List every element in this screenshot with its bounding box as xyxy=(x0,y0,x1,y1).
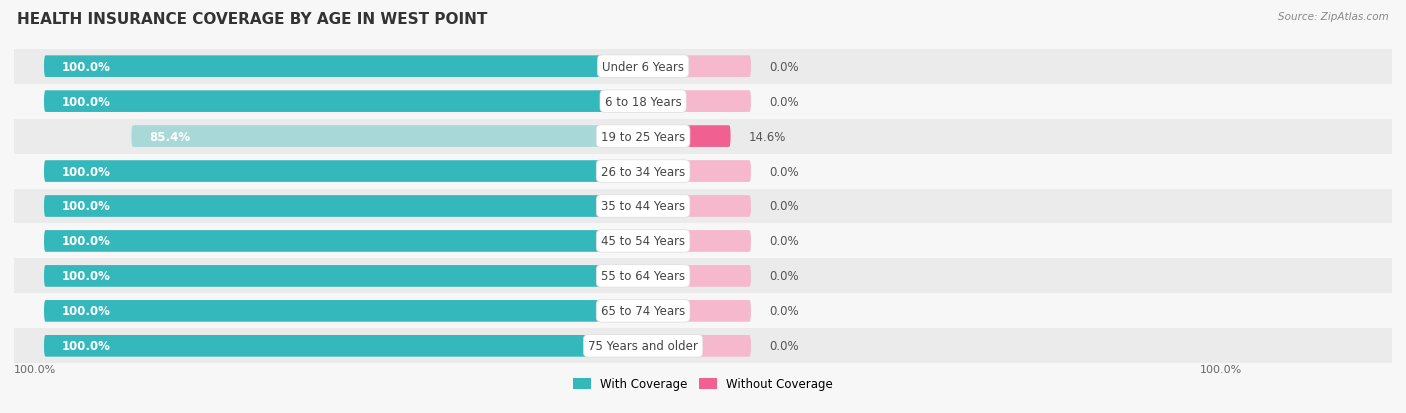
FancyBboxPatch shape xyxy=(44,266,643,287)
Text: 19 to 25 Years: 19 to 25 Years xyxy=(600,130,685,143)
FancyBboxPatch shape xyxy=(643,126,731,147)
Text: 100.0%: 100.0% xyxy=(62,270,111,283)
FancyBboxPatch shape xyxy=(643,300,751,322)
Text: 14.6%: 14.6% xyxy=(748,130,786,143)
Text: 35 to 44 Years: 35 to 44 Years xyxy=(600,200,685,213)
Text: 85.4%: 85.4% xyxy=(149,130,191,143)
Text: HEALTH INSURANCE COVERAGE BY AGE IN WEST POINT: HEALTH INSURANCE COVERAGE BY AGE IN WEST… xyxy=(17,12,488,27)
Text: 100.0%: 100.0% xyxy=(62,61,111,74)
Text: 100.0%: 100.0% xyxy=(62,200,111,213)
Text: 45 to 54 Years: 45 to 54 Years xyxy=(600,235,685,248)
Text: Source: ZipAtlas.com: Source: ZipAtlas.com xyxy=(1278,12,1389,22)
Text: 0.0%: 0.0% xyxy=(769,339,799,352)
Text: 100.0%: 100.0% xyxy=(62,235,111,248)
Text: 0.0%: 0.0% xyxy=(769,95,799,108)
FancyBboxPatch shape xyxy=(643,56,751,78)
FancyBboxPatch shape xyxy=(44,56,643,78)
FancyBboxPatch shape xyxy=(643,161,751,183)
Text: 0.0%: 0.0% xyxy=(769,165,799,178)
FancyBboxPatch shape xyxy=(14,329,1392,363)
FancyBboxPatch shape xyxy=(44,335,643,357)
FancyBboxPatch shape xyxy=(44,300,643,322)
Text: 100.0%: 100.0% xyxy=(62,95,111,108)
FancyBboxPatch shape xyxy=(14,259,1392,294)
Text: 26 to 34 Years: 26 to 34 Years xyxy=(600,165,685,178)
FancyBboxPatch shape xyxy=(643,266,751,287)
Text: 75 Years and older: 75 Years and older xyxy=(588,339,697,352)
FancyBboxPatch shape xyxy=(44,91,643,113)
FancyBboxPatch shape xyxy=(643,230,751,252)
FancyBboxPatch shape xyxy=(643,196,751,217)
Text: 65 to 74 Years: 65 to 74 Years xyxy=(600,305,685,318)
Text: 100.0%: 100.0% xyxy=(1199,364,1241,374)
FancyBboxPatch shape xyxy=(14,294,1392,329)
FancyBboxPatch shape xyxy=(14,84,1392,119)
Text: 0.0%: 0.0% xyxy=(769,61,799,74)
Text: Under 6 Years: Under 6 Years xyxy=(602,61,685,74)
Text: 0.0%: 0.0% xyxy=(769,200,799,213)
Legend: With Coverage, Without Coverage: With Coverage, Without Coverage xyxy=(568,373,838,395)
FancyBboxPatch shape xyxy=(643,91,751,113)
Text: 100.0%: 100.0% xyxy=(62,165,111,178)
Text: 100.0%: 100.0% xyxy=(62,339,111,352)
Text: 100.0%: 100.0% xyxy=(62,305,111,318)
FancyBboxPatch shape xyxy=(14,154,1392,189)
FancyBboxPatch shape xyxy=(132,126,643,147)
Text: 100.0%: 100.0% xyxy=(14,364,56,374)
FancyBboxPatch shape xyxy=(14,189,1392,224)
FancyBboxPatch shape xyxy=(44,161,643,183)
FancyBboxPatch shape xyxy=(643,335,751,357)
FancyBboxPatch shape xyxy=(14,50,1392,84)
Text: 0.0%: 0.0% xyxy=(769,235,799,248)
Text: 0.0%: 0.0% xyxy=(769,270,799,283)
FancyBboxPatch shape xyxy=(14,119,1392,154)
FancyBboxPatch shape xyxy=(14,224,1392,259)
Text: 55 to 64 Years: 55 to 64 Years xyxy=(600,270,685,283)
Text: 6 to 18 Years: 6 to 18 Years xyxy=(605,95,682,108)
FancyBboxPatch shape xyxy=(44,196,643,217)
FancyBboxPatch shape xyxy=(44,230,643,252)
Text: 0.0%: 0.0% xyxy=(769,305,799,318)
